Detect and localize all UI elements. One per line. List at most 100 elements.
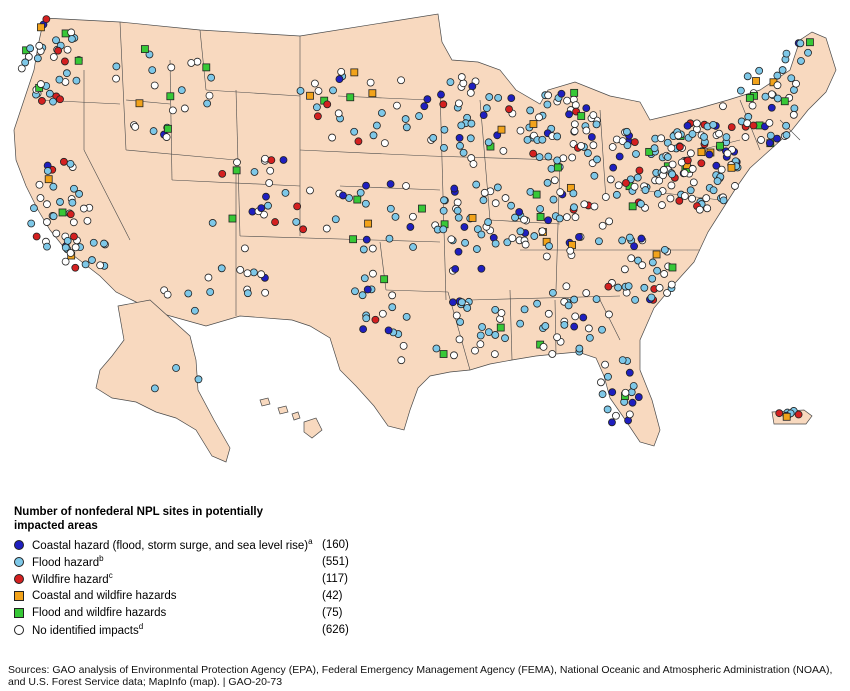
site-circle-marker [637, 199, 645, 208]
site-circle-marker [49, 212, 58, 221]
site-circle-marker [582, 126, 591, 135]
state-border-line [169, 59, 173, 181]
site-circle-marker [456, 318, 465, 326]
site-circle-marker [689, 178, 698, 187]
site-circle-marker [575, 233, 583, 241]
site-circle-marker [70, 184, 78, 193]
site-circle-marker [218, 169, 227, 178]
site-circle-marker [587, 133, 596, 141]
circle-marker-icon [14, 573, 24, 584]
state-border-line [125, 99, 171, 105]
site-circle-marker [622, 127, 631, 136]
site-circle-marker [402, 182, 410, 190]
legend-item-count: (551) [322, 555, 349, 568]
site-circle-marker [372, 121, 381, 130]
site-circle-marker [653, 189, 662, 198]
site-circle-marker [605, 310, 613, 319]
site-circle-marker [692, 119, 701, 128]
site-circle-marker [614, 283, 622, 292]
site-circle-marker [32, 232, 41, 241]
site-circle-marker [350, 127, 359, 136]
site-circle-marker [648, 274, 657, 283]
legend-item: Coastal hazard (flood, storm surge, and … [14, 536, 454, 553]
site-circle-marker [369, 269, 377, 278]
site-square-marker [202, 63, 211, 72]
site-circle-marker [482, 104, 491, 113]
site-circle-marker [544, 216, 553, 225]
site-circle-marker [88, 256, 96, 264]
site-square-marker [668, 263, 677, 272]
site-circle-marker [468, 82, 477, 91]
site-circle-marker [485, 93, 494, 101]
site-circle-marker [311, 79, 319, 88]
site-circle-marker [549, 195, 558, 204]
site-circle-marker [618, 356, 627, 365]
site-circle-marker [589, 141, 598, 150]
site-circle-marker [719, 102, 727, 111]
site-circle-marker [782, 131, 791, 139]
site-circle-marker [61, 243, 70, 252]
site-circle-marker [625, 368, 634, 377]
site-circle-marker [790, 104, 799, 113]
site-circle-marker [71, 263, 80, 272]
site-circle-marker [608, 418, 616, 427]
site-circle-marker [24, 52, 33, 61]
site-circle-marker [240, 244, 249, 253]
site-circle-marker [516, 319, 525, 328]
site-circle-marker [63, 236, 72, 245]
site-circle-marker [236, 265, 245, 274]
site-circle-marker [52, 229, 61, 238]
legend-item-count: (626) [322, 623, 349, 636]
site-circle-marker [683, 121, 692, 130]
site-square-marker [536, 213, 545, 221]
site-circle-marker [371, 315, 380, 324]
site-circle-marker [493, 183, 502, 192]
site-circle-marker [667, 280, 676, 289]
site-circle-marker [553, 156, 562, 165]
site-circle-marker [17, 64, 26, 73]
site-circle-marker [702, 194, 711, 203]
site-circle-marker [203, 99, 212, 108]
site-circle-marker [81, 260, 90, 269]
site-circle-marker [575, 344, 584, 353]
site-circle-marker [243, 269, 252, 278]
site-circle-marker [459, 79, 468, 88]
site-circle-marker [705, 150, 714, 159]
site-circle-marker [329, 86, 337, 95]
site-circle-marker [612, 190, 621, 199]
site-circle-marker [603, 405, 612, 414]
site-circle-marker [565, 110, 573, 119]
site-circle-marker [43, 218, 51, 226]
site-circle-marker [356, 188, 365, 197]
site-circle-marker [782, 49, 791, 58]
legend-item-label: No identified impactsd [32, 622, 144, 637]
site-circle-marker [477, 230, 486, 239]
site-circle-marker [217, 264, 226, 273]
site-circle-marker [634, 393, 643, 401]
site-circle-marker [526, 106, 535, 115]
site-circle-marker [521, 240, 530, 249]
site-circle-marker [56, 198, 64, 206]
site-circle-marker [112, 74, 120, 83]
site-circle-marker [660, 270, 669, 278]
site-square-marker [418, 204, 426, 213]
site-circle-marker [306, 186, 314, 195]
site-circle-marker [66, 210, 75, 219]
site-square-marker [37, 23, 45, 32]
site-circle-marker [451, 265, 460, 273]
site-circle-marker [456, 141, 464, 150]
site-circle-marker [38, 97, 46, 105]
site-square-marker [346, 93, 355, 102]
site-circle-marker [582, 104, 591, 113]
site-circle-marker [497, 309, 506, 317]
site-circle-marker [638, 261, 647, 270]
site-circle-marker [461, 238, 469, 247]
site-circle-marker [620, 265, 629, 274]
site-circle-marker [26, 44, 35, 53]
site-circle-marker [748, 101, 757, 110]
us-map [13, 13, 837, 463]
site-circle-marker [148, 66, 157, 75]
site-circle-marker [516, 227, 525, 236]
site-circle-marker [584, 149, 592, 157]
site-circle-marker [388, 303, 397, 312]
